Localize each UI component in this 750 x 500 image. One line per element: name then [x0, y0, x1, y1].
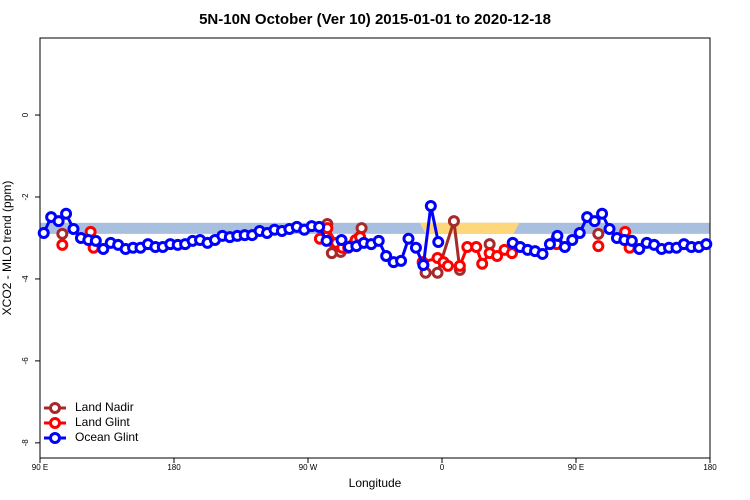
data-point [67, 222, 80, 235]
y-tick-label: -4 [21, 275, 30, 283]
y-tick-label: 0 [21, 112, 30, 117]
data-point [633, 243, 646, 256]
data-point [536, 247, 549, 260]
x-axis-label: Longitude [349, 476, 402, 490]
y-axis-label: XCO2 - MLO trend (ppm) [0, 181, 14, 316]
data-point [89, 234, 102, 247]
band-highlight [419, 222, 520, 234]
y-tick-label: -6 [21, 357, 30, 365]
x-tick-label: 180 [167, 463, 181, 472]
data-point [566, 234, 579, 247]
data-point [447, 215, 460, 228]
data-point [432, 236, 445, 249]
data-point [52, 215, 65, 228]
data-point [424, 200, 437, 212]
data-point [372, 234, 385, 247]
data-point [551, 229, 564, 242]
data-point [491, 249, 504, 262]
data-point [558, 240, 571, 253]
legend-marker [49, 432, 61, 444]
data-point [97, 243, 110, 256]
data-point [596, 207, 609, 220]
data-point [409, 241, 422, 254]
data-point [700, 238, 713, 251]
data-point [573, 227, 586, 240]
legend-label: Land Nadir [75, 400, 134, 414]
data-point [335, 234, 348, 247]
legend-marker [49, 402, 61, 414]
y-tick-label: -8 [21, 439, 30, 447]
x-tick-label: 180 [703, 463, 717, 472]
data-point [592, 227, 605, 240]
data-point [603, 222, 616, 235]
data-point [441, 259, 454, 272]
legend-label: Ocean Glint [75, 430, 139, 444]
data-point [431, 266, 444, 279]
legend-marker [49, 417, 61, 429]
data-point [355, 222, 368, 235]
data-point [476, 257, 489, 270]
data-point [313, 220, 326, 233]
chart-title: 5N-10N October (Ver 10) 2015-01-01 to 20… [199, 11, 551, 28]
x-tick-label: 90 W [299, 463, 318, 472]
data-point [320, 234, 333, 247]
data-point [470, 240, 483, 253]
data-point [417, 259, 430, 272]
y-tick-label: -2 [21, 193, 30, 201]
data-point [37, 227, 50, 240]
x-tick-label: 0 [440, 463, 445, 472]
data-point [56, 227, 69, 240]
x-tick-label: 90 E [568, 463, 584, 472]
data-point [56, 238, 69, 251]
data-point [402, 232, 415, 245]
reference-band [40, 222, 710, 234]
data-point [543, 238, 556, 251]
data-point [625, 234, 638, 247]
data-point [453, 259, 466, 272]
data-point [592, 240, 605, 253]
data-point [60, 207, 73, 220]
legend-label: Land Glint [75, 415, 130, 429]
data-point [588, 215, 601, 228]
data-point [395, 254, 408, 267]
x-tick-label: 90 E [32, 463, 48, 472]
data-point [380, 249, 393, 262]
